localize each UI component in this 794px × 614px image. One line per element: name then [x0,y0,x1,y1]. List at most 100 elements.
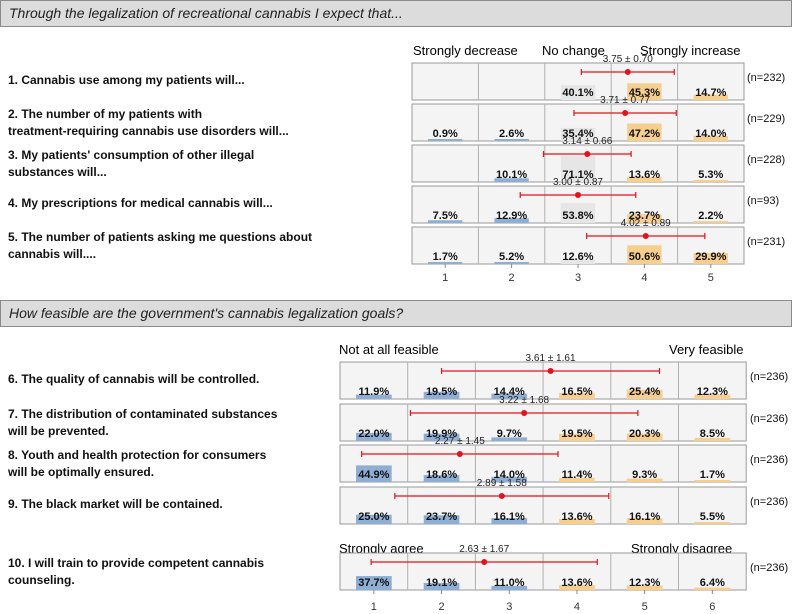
bar [428,262,463,264]
question-label: 10. I will train to provide competent ca… [8,556,264,570]
mean-sd-label: 3.61 ± 1.61 [526,353,576,364]
bar [626,585,663,590]
question-label: 6. The quality of cannabis will be contr… [8,372,259,386]
scale-mid-label: No change [542,43,605,58]
data-label: 14.0% [695,128,726,140]
mean-point [521,410,528,416]
mean-point [575,192,581,198]
bar [626,389,663,399]
scale-right-label: Strongly increase [640,43,740,58]
axis-tick-label: 2 [438,601,444,613]
data-label: 2.2% [698,210,723,222]
n-label: (n=236) [750,496,788,508]
data-label: 35.4% [562,128,593,140]
data-label: 12.6% [562,251,593,263]
data-label: 23.7% [426,511,457,523]
question-label: 1. Cannabis use among my patients will..… [8,73,245,87]
n-label: (n=232) [747,72,785,84]
bar [560,203,596,223]
data-label: 16.5% [561,386,592,398]
data-label: 2.6% [499,128,524,140]
bar [494,178,529,182]
data-label: 1.7% [700,469,725,481]
data-label: 20.3% [629,428,660,440]
bar [423,391,460,399]
data-label: 12.3% [629,577,660,589]
bar [559,584,595,590]
row-box [411,226,745,265]
mean-point [624,69,631,75]
n-label: (n=236) [750,454,788,466]
data-label: 14.0% [494,469,525,481]
axis-tick-label: 6 [709,601,715,613]
bar [491,476,528,482]
data-label: 45.3% [629,87,660,99]
n-label: (n=228) [747,154,785,166]
question-label: will be prevented. [7,424,109,438]
bar [560,127,596,141]
mean-point [584,151,591,157]
bar [694,587,731,590]
n-label: (n=236) [750,413,788,425]
bar [494,262,529,264]
data-label: 14.7% [695,87,726,99]
mean-point [622,110,629,116]
axis-tick-label: 1 [442,272,448,284]
bar [693,135,728,141]
bar [423,433,460,441]
bar [423,515,460,524]
bar [560,85,596,100]
data-label: 50.6% [629,251,660,263]
bar [627,245,662,264]
data-label: 19.5% [426,386,457,398]
scale-right-label: Very feasible [669,342,743,357]
section2-header: How feasible are the government's cannab… [0,300,792,327]
data-label: 5.3% [698,169,723,181]
scale-left-label: Not at all feasible [339,342,439,357]
data-label: 71.1% [562,169,593,181]
bar [627,83,662,100]
axis-tick-label: 5 [642,601,648,613]
data-label: 25.4% [629,386,660,398]
bar [627,214,662,223]
bar [694,521,731,524]
data-label: 10.1% [496,169,527,181]
mean-sd-label: 3.75 ± 0.70 [603,54,653,65]
mean-sd-label: 2.89 ± 1.58 [477,478,527,489]
n-label: (n=229) [747,113,785,125]
data-label: 0.9% [433,128,458,140]
n-label: (n=93) [747,195,779,207]
bar [356,432,392,441]
data-label: 7.5% [433,210,458,222]
mean-sd-label: 3.22 ± 1.68 [499,395,549,406]
scale-left-label: Strongly decrease [413,43,518,58]
data-label: 16.1% [629,511,660,523]
question-label: 9. The black market will be contained. [8,497,223,511]
bar [559,477,595,482]
data-label: 13.6% [629,169,660,181]
question-label: 2. The number of my patients with [8,107,202,121]
data-label: 11.4% [562,469,593,481]
question-label: 5. The number of patients asking me ques… [8,230,312,244]
data-label: 22.0% [358,428,389,440]
bar [428,220,463,223]
bar [627,176,662,182]
bar [494,139,529,141]
question-label: substances will... [8,165,107,179]
data-label: 12.3% [697,386,728,398]
data-label: 11.9% [359,386,390,398]
question-label: 3. My patients' consumption of other ill… [8,148,254,162]
axis-tick-label: 2 [509,272,515,284]
mean-sd-label: 3.14 ± 0.66 [562,136,612,147]
bar [626,518,663,524]
axis-tick-label: 1 [371,601,377,613]
bar [356,514,392,524]
data-label: 13.6% [561,577,592,589]
mean-sd-label: 2.27 ± 1.45 [435,436,485,447]
data-label: 9.3% [632,469,657,481]
bar [356,576,392,590]
mean-sd-label: 3.00 ± 0.87 [553,177,603,188]
n-label: (n=236) [750,371,788,383]
axis-tick-label: 3 [506,601,512,613]
bar [693,94,728,100]
